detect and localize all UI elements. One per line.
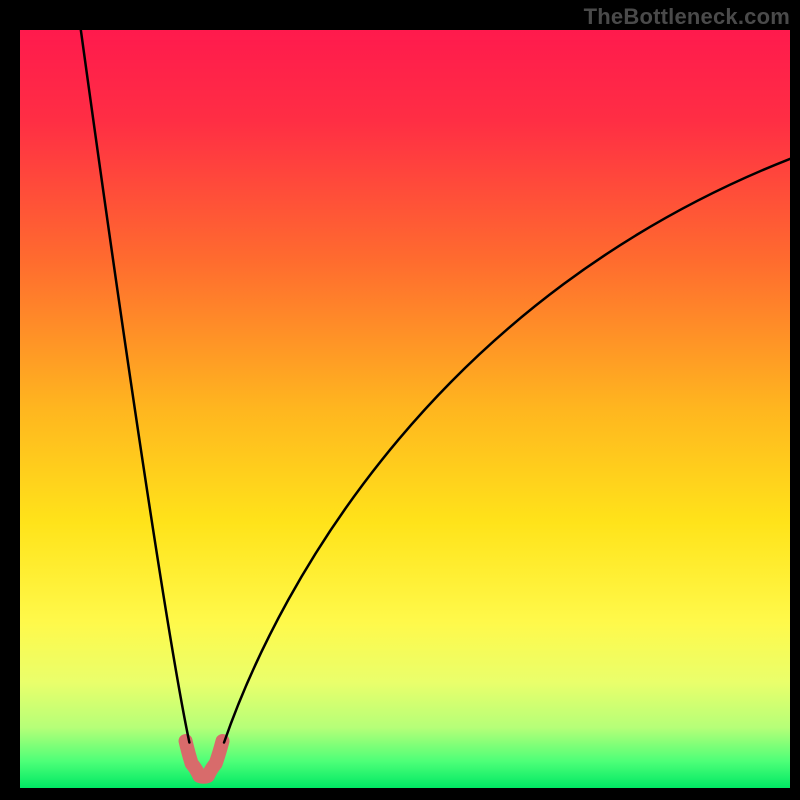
chart-svg [20,30,790,788]
watermark-text: TheBottleneck.com [584,4,790,30]
stage: TheBottleneck.com [0,0,800,800]
bottleneck-chart [20,30,790,788]
